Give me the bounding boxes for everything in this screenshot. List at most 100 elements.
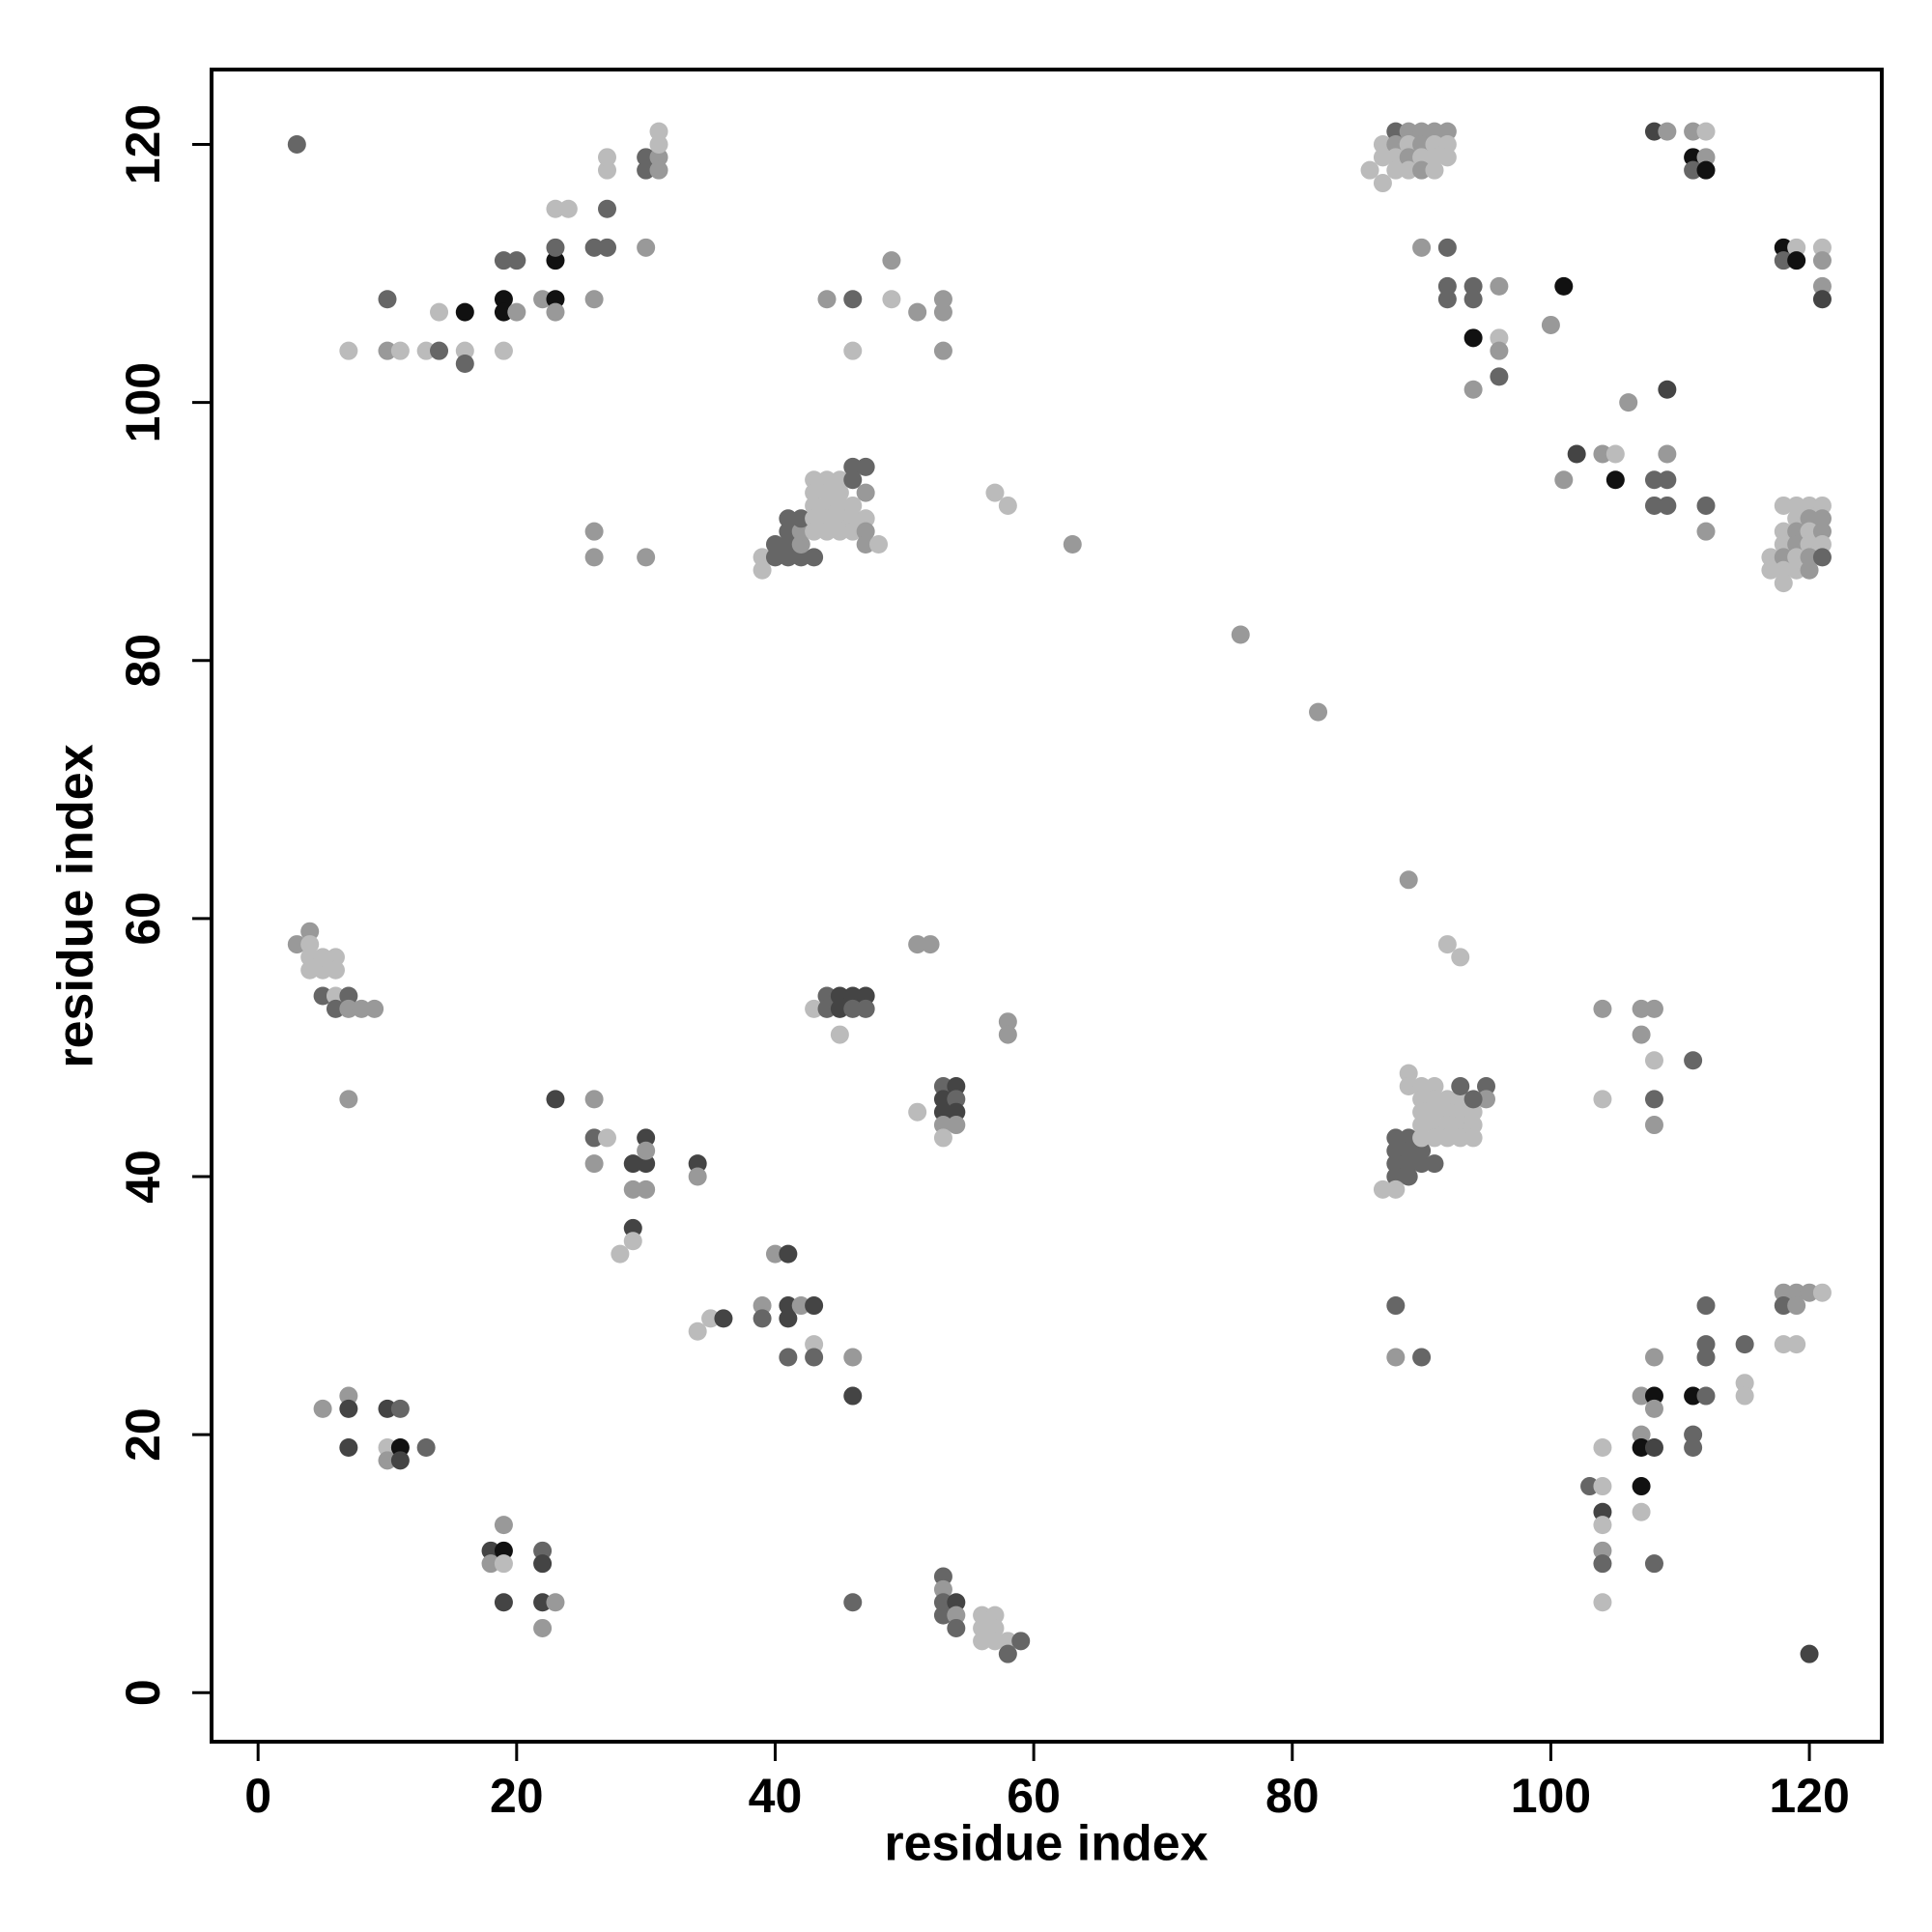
point bbox=[546, 199, 565, 218]
point bbox=[287, 134, 306, 154]
point bbox=[817, 470, 837, 490]
point bbox=[584, 1128, 604, 1148]
point bbox=[1373, 1179, 1392, 1199]
point bbox=[1761, 560, 1780, 580]
point bbox=[1490, 328, 1509, 348]
point bbox=[714, 1309, 733, 1328]
y-tick-label: 20 bbox=[116, 1407, 170, 1462]
point bbox=[1386, 1296, 1406, 1316]
point bbox=[1774, 548, 1793, 567]
point bbox=[637, 548, 656, 567]
point bbox=[313, 986, 332, 1006]
point bbox=[765, 548, 784, 567]
x-tick-label: 0 bbox=[244, 1769, 271, 1823]
point bbox=[830, 986, 849, 1006]
point bbox=[546, 251, 565, 270]
point bbox=[1593, 1554, 1612, 1574]
point bbox=[1593, 444, 1612, 464]
point bbox=[1800, 1644, 1819, 1663]
point bbox=[1812, 548, 1832, 567]
point bbox=[856, 522, 875, 541]
point bbox=[908, 302, 927, 322]
point bbox=[1580, 1477, 1600, 1496]
point bbox=[1787, 522, 1806, 541]
point bbox=[1425, 1154, 1444, 1174]
point bbox=[300, 935, 320, 954]
point bbox=[1399, 1064, 1418, 1083]
point bbox=[1463, 276, 1483, 296]
point bbox=[533, 290, 553, 309]
point bbox=[1593, 1516, 1612, 1535]
point bbox=[805, 496, 824, 515]
point bbox=[947, 1618, 966, 1637]
point bbox=[1437, 276, 1457, 296]
point bbox=[1593, 999, 1612, 1018]
point bbox=[1437, 290, 1457, 309]
point bbox=[623, 1218, 642, 1237]
point bbox=[947, 1102, 966, 1122]
point bbox=[973, 1632, 992, 1651]
point bbox=[779, 1296, 798, 1316]
point bbox=[1619, 393, 1638, 412]
point bbox=[339, 1399, 358, 1418]
plot-frame bbox=[210, 68, 1884, 1744]
point bbox=[584, 522, 604, 541]
point bbox=[533, 1541, 553, 1560]
point bbox=[1787, 560, 1806, 580]
point bbox=[494, 302, 513, 322]
point bbox=[1644, 1437, 1663, 1457]
point bbox=[1761, 548, 1780, 567]
point bbox=[1554, 470, 1574, 490]
point bbox=[1425, 1102, 1444, 1122]
point bbox=[1735, 1386, 1754, 1406]
point bbox=[1554, 276, 1574, 296]
point bbox=[1644, 1399, 1663, 1418]
point bbox=[494, 1516, 513, 1535]
point bbox=[869, 535, 889, 554]
point bbox=[753, 1296, 772, 1316]
point bbox=[1011, 1632, 1031, 1651]
point bbox=[933, 1076, 952, 1095]
point bbox=[688, 1321, 707, 1341]
point bbox=[378, 1437, 397, 1457]
point bbox=[805, 509, 824, 528]
point bbox=[1644, 1116, 1663, 1135]
point bbox=[1593, 1437, 1612, 1457]
point bbox=[1684, 122, 1703, 141]
point bbox=[649, 122, 668, 141]
point bbox=[1632, 1386, 1651, 1406]
point bbox=[1812, 496, 1832, 515]
point bbox=[1593, 1502, 1612, 1521]
point bbox=[817, 522, 837, 541]
point bbox=[1774, 522, 1793, 541]
point bbox=[1787, 1335, 1806, 1354]
point bbox=[1644, 1051, 1663, 1070]
point bbox=[933, 1116, 952, 1135]
point bbox=[1399, 134, 1418, 154]
point bbox=[998, 1632, 1017, 1651]
point bbox=[933, 302, 952, 322]
point bbox=[1477, 1090, 1495, 1109]
point bbox=[637, 148, 656, 167]
point bbox=[791, 509, 810, 528]
point bbox=[1774, 1283, 1793, 1302]
point bbox=[1490, 367, 1509, 386]
point bbox=[378, 1451, 397, 1470]
point bbox=[1774, 574, 1793, 593]
point bbox=[1425, 1076, 1444, 1095]
point bbox=[779, 1244, 798, 1264]
point bbox=[300, 922, 320, 941]
point bbox=[1412, 148, 1432, 167]
point bbox=[1541, 315, 1560, 334]
point bbox=[1684, 1051, 1703, 1070]
point bbox=[637, 1128, 656, 1148]
point bbox=[339, 999, 358, 1018]
point bbox=[843, 457, 863, 476]
point bbox=[985, 1605, 1005, 1625]
point bbox=[817, 483, 837, 502]
point bbox=[1463, 1090, 1483, 1109]
point bbox=[843, 509, 863, 528]
point bbox=[791, 535, 810, 554]
point bbox=[933, 1605, 952, 1625]
point bbox=[378, 290, 397, 309]
